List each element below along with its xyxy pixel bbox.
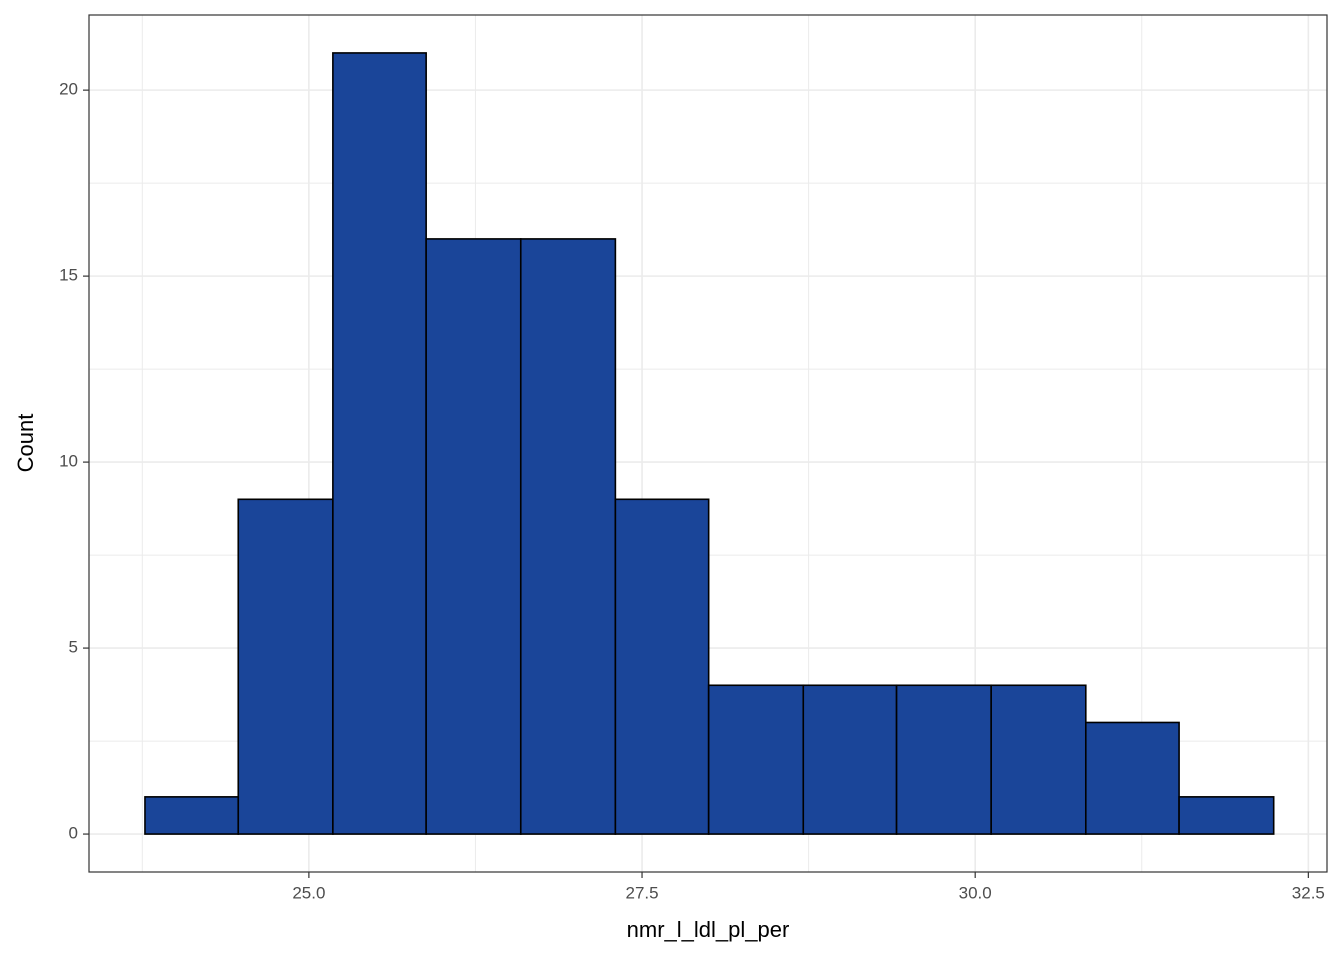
bar [990, 684, 1087, 835]
y-tick-label: 15 [59, 266, 78, 285]
bar [237, 498, 334, 835]
bar [707, 684, 805, 835]
bar [895, 684, 992, 835]
panel-border [88, 14, 1328, 873]
bar [1084, 721, 1180, 835]
y-tick-label: 0 [69, 824, 78, 843]
bar [1178, 796, 1275, 835]
bar [144, 796, 240, 835]
x-tick-label: 27.5 [625, 883, 658, 902]
x-axis-title: nmr_l_ldl_pl_per [627, 917, 790, 942]
y-axis-title: Count [13, 414, 38, 473]
y-tick-label: 5 [69, 638, 78, 657]
x-tick-label: 32.5 [1292, 883, 1325, 902]
bar [332, 52, 427, 835]
y-tick-label: 10 [59, 452, 78, 471]
bar [519, 238, 617, 835]
bar [802, 684, 898, 835]
bar [614, 498, 710, 835]
x-tick-label: 30.0 [959, 883, 992, 902]
bar [425, 238, 522, 835]
x-tick-label: 25.0 [292, 883, 325, 902]
y-tick-label: 20 [59, 80, 78, 99]
